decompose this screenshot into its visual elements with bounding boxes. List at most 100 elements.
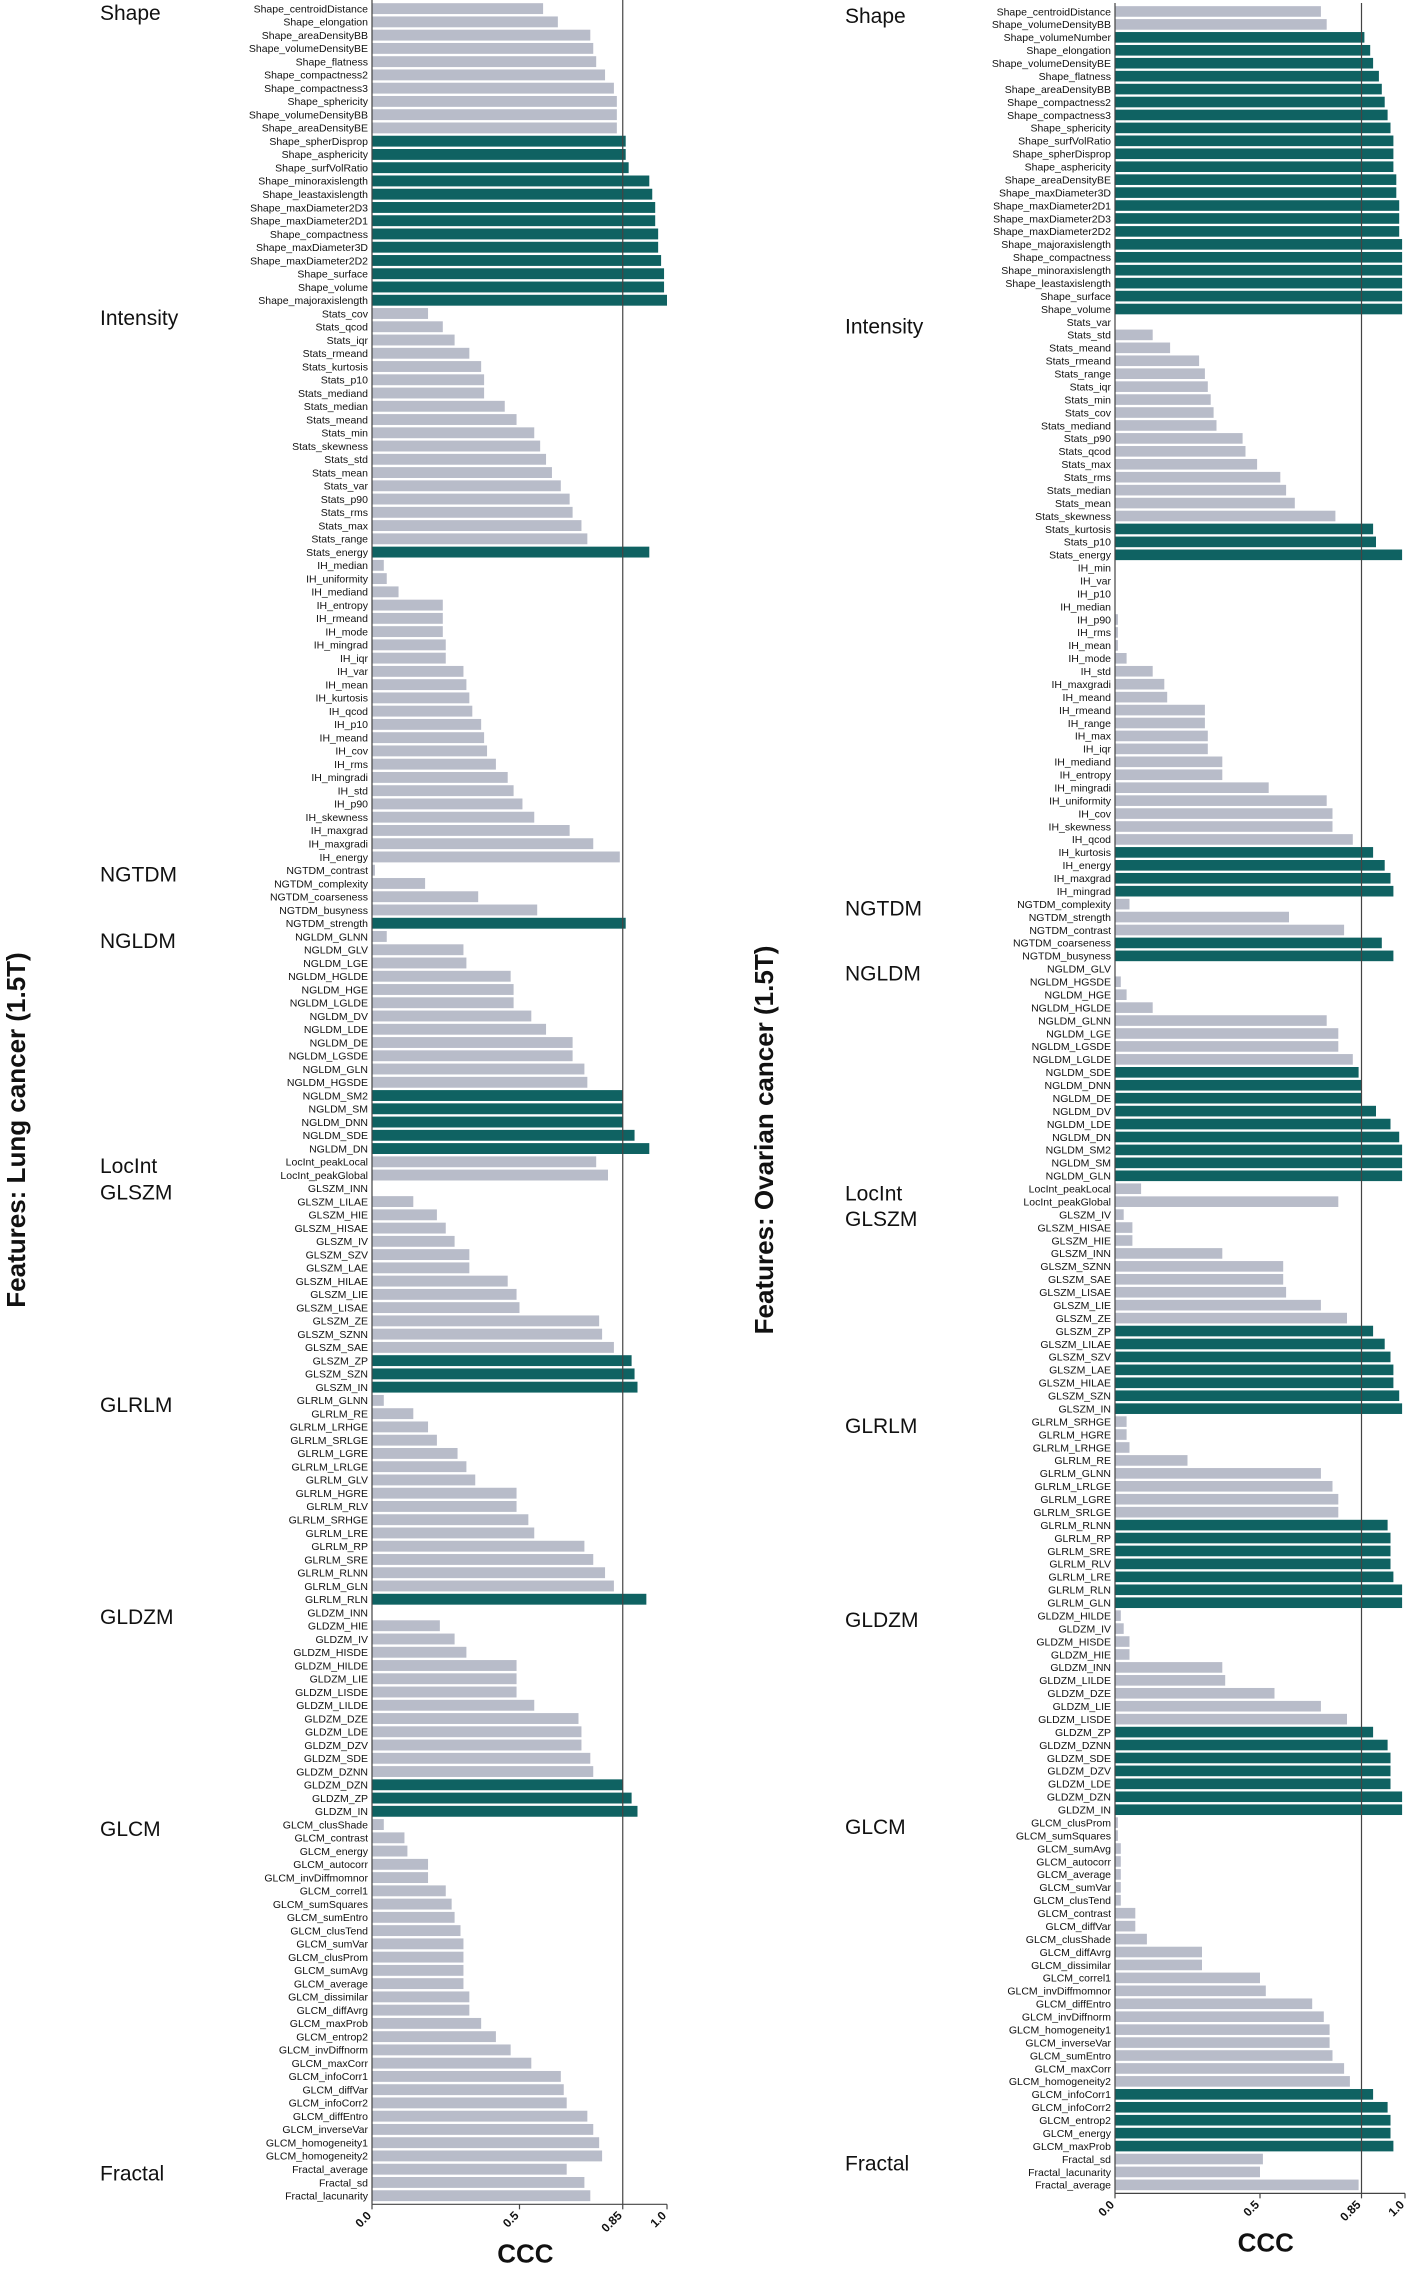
- bar: [372, 2190, 591, 2202]
- bar: [1115, 1286, 1287, 1298]
- bar: [1115, 1222, 1133, 1233]
- bar: [372, 56, 597, 68]
- group-label: Shape: [845, 5, 906, 28]
- bar: [1115, 213, 1400, 224]
- bar-label: NGLDM_GLNN: [1038, 1015, 1111, 1027]
- bar: [1115, 1687, 1275, 1699]
- bar: [1115, 6, 1321, 17]
- bar-label: NGLDM_HGLDE: [1031, 1002, 1111, 1014]
- bar-label: IH_meand: [320, 732, 369, 744]
- bar-label: Shape_compactness3: [1007, 110, 1111, 122]
- bar: [372, 135, 626, 147]
- bar: [372, 1169, 608, 1181]
- bar-label: GLCM_sumVar: [1039, 1882, 1111, 1894]
- bar-label: GLRLM_LRE: [1049, 1572, 1111, 1584]
- bar: [1115, 1623, 1124, 1634]
- bar-label: GLSZM_SZNN: [1040, 1261, 1111, 1273]
- bar: [372, 2004, 470, 2016]
- bar: [1115, 433, 1243, 444]
- bar: [372, 679, 467, 691]
- bar: [372, 1527, 535, 1539]
- bar-label: Shape_maxDiameter2D1: [250, 216, 368, 228]
- bar: [1115, 885, 1394, 897]
- bar: [1115, 1299, 1321, 1311]
- x-axis-title: CCC: [1238, 2227, 1295, 2257]
- bar-label: GLRLM_LGRE: [1040, 1494, 1111, 1506]
- group-label: NGTDM: [100, 864, 177, 887]
- bar-label: Stats_median: [1047, 485, 1111, 497]
- bar: [372, 612, 443, 624]
- bar: [1115, 2024, 1330, 2035]
- bar: [372, 1898, 452, 1910]
- bar-label: Stats_kurtosis: [1045, 524, 1111, 536]
- bar: [1115, 1649, 1130, 1660]
- bar-label: GLCM_inverseVar: [1025, 2037, 1111, 2049]
- bar-label: GLDZM_HILDE: [294, 1660, 368, 1672]
- bar: [1115, 1545, 1391, 1557]
- bar-label: GLSZM_SZV: [1049, 1352, 1111, 1364]
- bar: [372, 1673, 517, 1685]
- bar: [1115, 1455, 1188, 1466]
- bar-label: GLCM_diffVar: [302, 2084, 368, 2096]
- bar-label: NGLDM_HGSDE: [1030, 977, 1111, 989]
- bar: [1115, 704, 1205, 716]
- bar-label: GLDZM_HILDE: [1037, 1610, 1111, 1622]
- bar-label: Shape_surface: [297, 269, 368, 281]
- bar: [372, 2057, 532, 2069]
- bar-label: GLCM_energy: [1043, 2128, 1112, 2140]
- bar: [1115, 1351, 1391, 1363]
- bar-label: Shape_areaDensityBE: [1005, 174, 1111, 186]
- bar-label: GLSZM_LILAE: [1040, 1339, 1111, 1351]
- bar: [372, 440, 541, 452]
- bar-label: GLCM_clusShade: [283, 1819, 368, 1831]
- bar-label: Stats_mediand: [298, 388, 368, 400]
- bar-label: GLRLM_LRE: [306, 1528, 368, 1540]
- x-tick-label: 0.85: [1337, 2197, 1364, 2224]
- bar: [372, 1461, 467, 1473]
- bar-label: NGLDM_DN: [1052, 1132, 1111, 1144]
- bar-label: IH_mingradi: [1054, 782, 1111, 794]
- bar: [372, 878, 426, 889]
- bar: [1115, 1882, 1121, 1893]
- bar: [1115, 653, 1127, 664]
- bar: [1115, 976, 1121, 988]
- bar: [372, 1328, 603, 1340]
- bar-label: GLCM_invDiffmomnor: [1007, 1986, 1111, 1998]
- bar-label: GLDZM_DZNN: [296, 1766, 368, 1778]
- bar-label: GLCM_diffAvrg: [297, 2005, 369, 2017]
- x-tick-label: 1.0: [647, 2208, 669, 2230]
- bar-label: Stats_var: [324, 481, 369, 493]
- bar: [372, 1434, 437, 1446]
- lung-cancer-panel: Shape Shape_centroidDistance Shape_elongat…: [1, 0, 669, 2268]
- bar-label: GLRLM_GLNN: [297, 1395, 368, 1407]
- bar-label: IH_mean: [1068, 640, 1111, 652]
- bar: [372, 2031, 496, 2043]
- bar-label: GLCM_homogeneity2: [266, 2151, 368, 2163]
- bar: [372, 493, 570, 505]
- bar: [1115, 756, 1223, 768]
- bar-label: GLCM_dissimilar: [1031, 1960, 1111, 1972]
- bar: [1115, 1959, 1202, 1971]
- y-axis-title: Features: Lung cancer (1.5T): [1, 952, 31, 1307]
- bar: [372, 1911, 455, 1923]
- bar: [372, 188, 653, 200]
- bar: [1115, 950, 1394, 962]
- bar-label: Stats_p90: [1064, 433, 1111, 445]
- bar: [1115, 1972, 1260, 1984]
- bar: [1115, 769, 1223, 781]
- bar: [1115, 536, 1376, 548]
- bar-label: GLCM_inverseVar: [282, 2124, 368, 2136]
- bar-label: Stats_energy: [1049, 550, 1112, 562]
- bar-label: Shape_majoraxislength: [258, 295, 368, 307]
- bar-label: NGLDM_HGSDE: [287, 1077, 368, 1089]
- bar: [1115, 1002, 1153, 1013]
- bar: [1115, 1312, 1347, 1324]
- group-label: GLCM: [845, 1816, 906, 1839]
- bar: [1115, 1894, 1121, 1906]
- bar-label: GLSZM_IV: [316, 1236, 368, 1248]
- bar-label: GLSZM_ZP: [313, 1355, 368, 1367]
- x-tick-label: 0.0: [352, 2208, 374, 2230]
- bar-label: NGTDM_contrast: [1029, 925, 1111, 937]
- bar: [1115, 57, 1374, 69]
- bar-label: Stats_kurtosis: [302, 361, 368, 373]
